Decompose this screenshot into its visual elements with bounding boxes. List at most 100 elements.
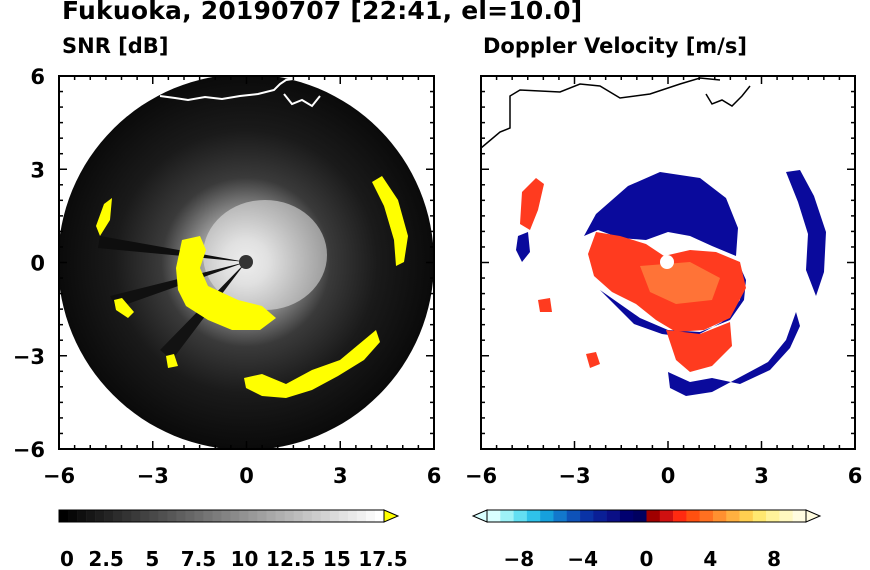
doppler-echo [538,298,552,312]
doppler-colorbar-label: 0 [640,547,654,570]
doppler-echo [516,232,530,262]
snr-colorbar-cell [320,510,331,522]
y-tick-label: 6 [30,65,45,89]
snr-colorbar-label: 2.5 [88,547,123,570]
x-tick-label: 3 [333,464,348,488]
snr-coastline [283,93,321,108]
snr-colorbar-label: 7.5 [181,547,216,570]
doppler-colorbar-cell [766,510,780,522]
doppler-colorbar-cell [553,510,568,522]
x-tick-label: 6 [427,464,442,488]
snr-saturated-near-echo [176,236,276,330]
snr-colorbar-label: 17.5 [358,547,407,570]
doppler-colorbar-cell [513,510,528,522]
snr-colorbar-cell [77,510,87,522]
doppler-colorbar-extend-max [805,509,822,523]
snr-tick-labels: −6 −3 0 3 6 6 3 0 −3 −6 [13,65,442,488]
doppler-colorbar-cell [659,510,674,522]
snr-panel: −6 −3 0 3 6 6 3 0 −3 −6 [13,65,442,488]
x-tick-label: 3 [754,464,769,488]
snr-colorbar-cell [113,510,123,522]
snr-colorbar-cell [221,510,231,522]
y-tick-label: 3 [30,158,45,182]
doppler-echo [586,352,600,368]
doppler-colorbar-cell [726,510,740,522]
snr-colorbar-cell [293,510,304,522]
doppler-approaching-south-echo [668,312,800,396]
figure-title: Fukuoka, 20190707 [22:41, el=10.0] [62,0,583,25]
doppler-approaching-east-echo [786,170,826,296]
snr-colorbar-cell [248,510,258,522]
snr-coastline [159,76,327,102]
doppler-colorbar-label: −8 [504,547,535,570]
snr-colorbar-cell [284,510,295,522]
doppler-radar-site-marker [660,255,674,269]
doppler-colorbar-cell [619,510,634,522]
snr-colorbar-cell [86,510,96,522]
snr-colorbar-cell [59,510,69,522]
snr-colorbar: 0 2.5 5 7.5 10 12.5 15 17.5 [58,509,408,570]
snr-colorbar-labels: 0 2.5 5 7.5 10 12.5 15 17.5 [60,547,408,570]
doppler-receding-core [640,262,720,304]
doppler-colorbar-cell [712,510,727,522]
doppler-receding-region [666,322,732,372]
snr-colorbar-cell [356,510,367,522]
snr-colorbar-cell [95,510,105,522]
doppler-colorbar-cell [752,510,767,522]
doppler-coastline [705,85,751,107]
snr-colorbar-label: 0 [60,547,74,570]
snr-colorbar-cell [212,510,222,522]
doppler-colorbar-cell [526,510,541,522]
doppler-colorbar-frame [486,509,807,523]
doppler-colorbar-cells [471,509,822,523]
doppler-colorbar-cell [566,510,581,522]
snr-colorbar-cell [275,510,285,522]
snr-saturated-echo [114,298,134,318]
doppler-panel-title: Doppler Velocity [m/s] [483,34,747,58]
doppler-colorbar-cell [779,510,794,522]
doppler-colorbar-label: −4 [567,547,598,570]
doppler-approaching-region [600,262,746,338]
doppler-colorbar-labels: −8 −4 0 4 8 [504,547,782,570]
x-tick-label: −6 [43,464,75,488]
doppler-tick-marks [480,75,856,450]
snr-saturated-west-echo [96,198,112,236]
doppler-colorbar-cell [500,510,514,522]
x-tick-label: −6 [465,464,497,488]
snr-colorbar-label: 12.5 [266,547,315,570]
snr-colorbar-cell [131,510,141,522]
snr-colorbar-cell [149,510,159,522]
snr-colorbar-cell [203,510,213,522]
y-tick-label: 0 [30,252,45,276]
snr-tick-marks [58,75,435,450]
x-tick-label: −3 [137,464,169,488]
doppler-colorbar-cell [487,510,501,522]
snr-colorbar-cell [158,510,168,522]
snr-saturated-echo [166,354,178,368]
snr-colorbar-cell [338,510,349,522]
doppler-approaching-region [584,172,738,256]
doppler-panel: −6 −3 0 3 6 [465,75,862,488]
x-tick-label: −3 [558,464,590,488]
snr-colorbar-extend [383,509,400,523]
snr-near-core [203,200,327,310]
y-tick-label: −3 [13,345,45,369]
snr-colorbar-cell [104,510,114,522]
doppler-colorbar-cell [686,510,700,522]
snr-colorbar-cells [58,509,400,523]
snr-colorbar-cell [167,510,177,522]
x-tick-label: 0 [661,464,676,488]
x-tick-label: 6 [848,464,863,488]
snr-colorbar-cell [266,510,276,522]
doppler-tick-labels: −6 −3 0 3 6 [465,464,862,488]
doppler-colorbar-extend-min [471,509,488,523]
snr-colorbar-cell [302,510,313,522]
snr-colorbar-label: 15 [323,547,351,570]
x-tick-label: 0 [239,464,254,488]
snr-colorbar-cell [122,510,132,522]
snr-colorbar-cell [230,510,240,522]
snr-colorbar-cell [257,510,267,522]
y-tick-label: −6 [13,438,45,462]
snr-colorbar-cell [374,510,385,522]
